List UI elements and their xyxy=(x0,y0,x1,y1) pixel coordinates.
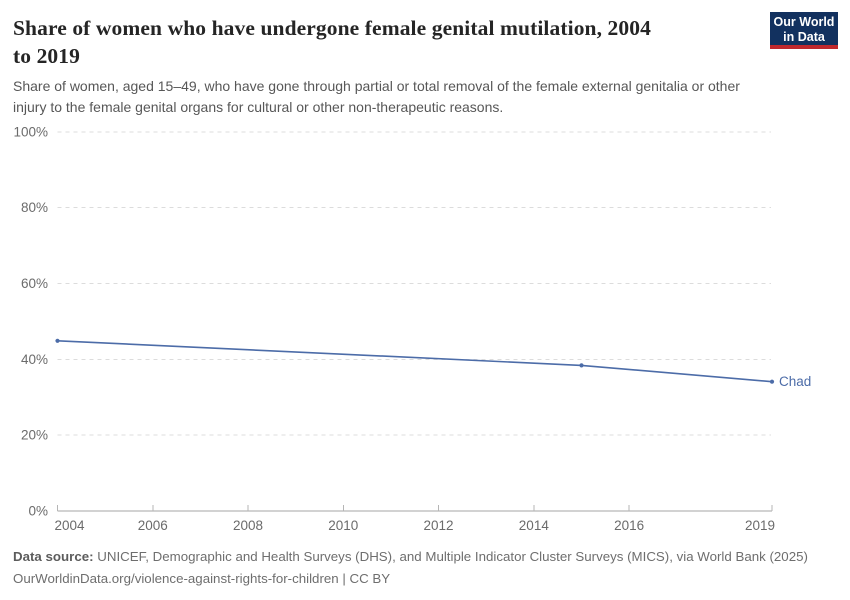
x-axis-label: 2012 xyxy=(424,518,454,533)
y-axis-label: 80% xyxy=(21,200,48,215)
entity-label-chad[interactable]: Chad xyxy=(779,374,811,389)
owid-logo-line1: Our World xyxy=(773,15,835,29)
gridlines-group xyxy=(57,131,771,436)
owid-logo-line2: in Data xyxy=(783,29,825,44)
chart-subtitle: Share of women, aged 15–49, who have gon… xyxy=(13,76,813,118)
data-point xyxy=(769,379,775,384)
owid-logo[interactable]: Our World in Data xyxy=(770,12,838,49)
x-axis: 2004 2006 2008 2010 2012 2014 2016 2019 xyxy=(55,505,775,533)
data-point xyxy=(579,363,584,368)
data-source-label: Data source: xyxy=(13,549,94,564)
x-axis-label: 2014 xyxy=(519,518,550,533)
data-line-chad xyxy=(56,339,773,383)
citation-link-line[interactable]: OurWorldinData.org/violence-against-righ… xyxy=(13,570,391,586)
x-axis-label: 2019 xyxy=(745,518,775,533)
y-axis-label: 40% xyxy=(21,352,48,367)
x-axis-label: 2006 xyxy=(138,518,168,533)
data-series-group: Chad xyxy=(55,338,811,389)
page-title-line1: Share of women who have undergone female… xyxy=(13,16,651,40)
page-title-line2: to 2019 xyxy=(13,44,80,68)
y-axis-label: 0% xyxy=(28,504,48,519)
chart-subtitle-line2: injury to the female genital organs for … xyxy=(13,99,504,115)
x-axis-label: 2004 xyxy=(55,518,86,533)
y-axis: 0% 20% 40% 60% 80% 100% xyxy=(13,124,48,518)
chart-footer: Data source: UNICEF, Demographic and Hea… xyxy=(13,546,833,589)
x-axis-label: 2010 xyxy=(328,518,358,533)
data-point xyxy=(55,338,60,343)
x-axis-label: 2008 xyxy=(233,518,263,533)
data-source-line: Data source: UNICEF, Demographic and Hea… xyxy=(13,546,833,568)
data-source-text: UNICEF, Demographic and Health Surveys (… xyxy=(93,549,808,564)
y-axis-label: 60% xyxy=(21,276,48,291)
chart-subtitle-line1: Share of women, aged 15–49, who have gon… xyxy=(13,78,740,94)
y-axis-label: 20% xyxy=(21,428,48,443)
x-axis-label: 2016 xyxy=(614,518,644,533)
y-axis-label: 100% xyxy=(13,124,48,139)
page-title: Share of women who have undergone female… xyxy=(13,14,753,70)
